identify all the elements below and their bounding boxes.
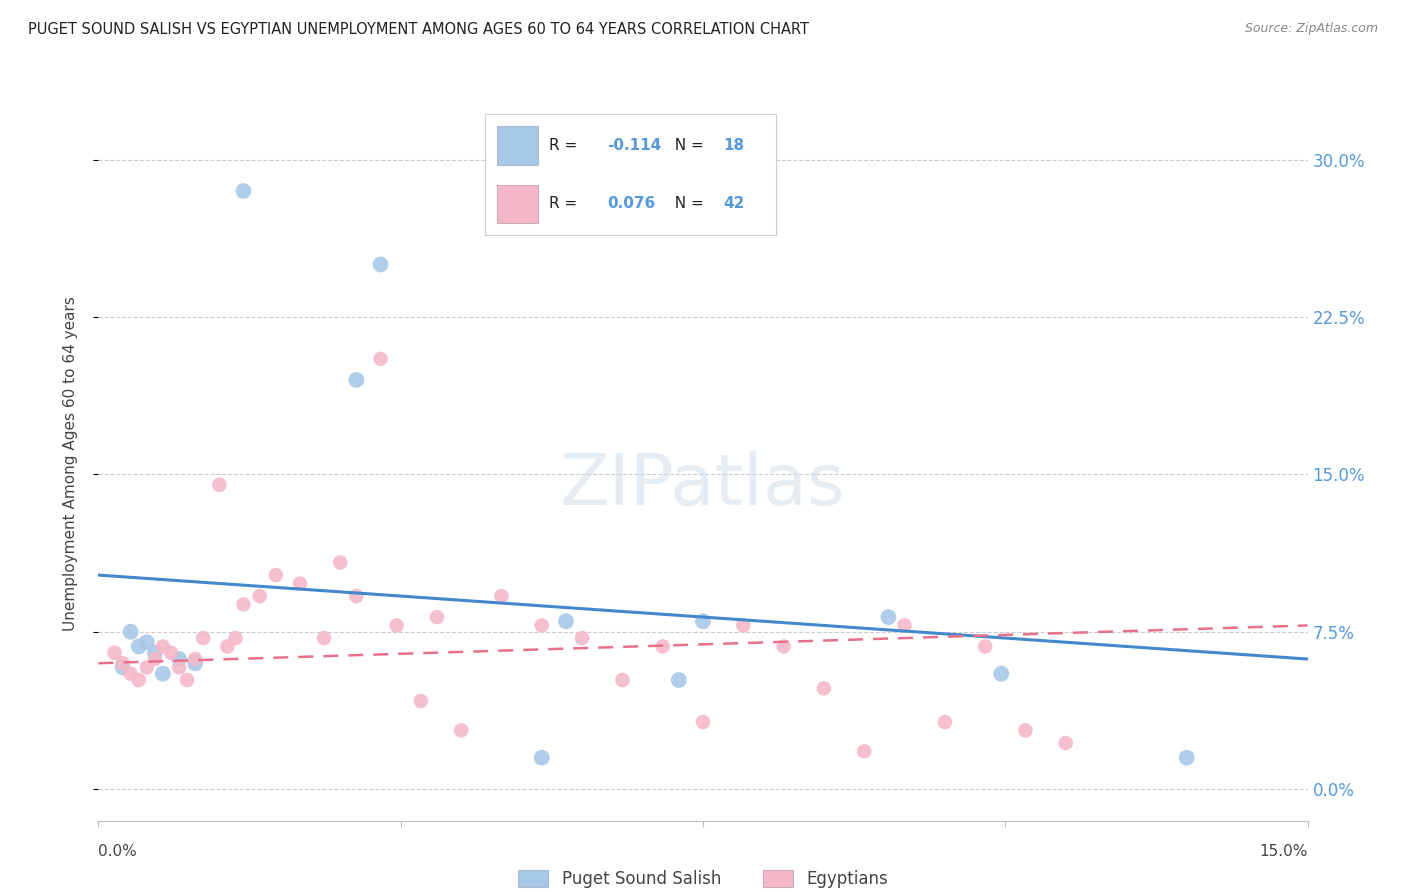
Point (450, 723, 472, 738)
Point (152, 666, 174, 681)
Point (612, 673, 634, 687)
Point (128, 640, 150, 654)
Text: 15.0%: 15.0% (1260, 845, 1308, 859)
Point (176, 673, 198, 687)
Point (370, 351, 392, 366)
Point (491, 589, 513, 603)
Point (184, 657, 207, 671)
Point (103, 646, 125, 660)
Point (128, 673, 150, 687)
Point (152, 640, 174, 654)
Point (167, 652, 190, 666)
Point (264, 568, 287, 582)
Point (249, 589, 271, 603)
Point (813, 681, 835, 696)
Point (426, 610, 449, 624)
Point (877, 610, 900, 624)
Point (571, 631, 593, 645)
Text: PUGET SOUND SALISH VS EGYPTIAN UNEMPLOYMENT AMONG AGES 60 TO 64 YEARS CORRELATIO: PUGET SOUND SALISH VS EGYPTIAN UNEMPLOYM… (28, 22, 808, 37)
Legend: Puget Sound Salish, Egyptians: Puget Sound Salish, Egyptians (512, 863, 894, 892)
Point (288, 576, 311, 591)
Point (208, 478, 231, 492)
Point (651, 640, 673, 654)
Point (555, 614, 578, 628)
Point (193, 631, 215, 645)
Point (385, 618, 408, 632)
Point (853, 744, 876, 758)
Point (224, 631, 246, 645)
Point (344, 589, 367, 603)
Text: Source: ZipAtlas.com: Source: ZipAtlas.com (1244, 22, 1378, 36)
Point (974, 640, 997, 654)
Point (893, 618, 915, 632)
Point (1054, 736, 1077, 750)
Point (167, 660, 190, 674)
Point (692, 614, 714, 628)
Point (120, 624, 142, 639)
Point (370, 257, 392, 271)
Point (135, 635, 157, 649)
Point (143, 652, 166, 666)
Point (990, 666, 1012, 681)
Point (934, 714, 956, 729)
Point (733, 618, 755, 632)
Point (120, 666, 142, 681)
Y-axis label: Unemployment Among Ages 60 to 64 years: Unemployment Among Ages 60 to 64 years (63, 296, 77, 632)
Point (160, 646, 183, 660)
Point (1175, 750, 1198, 764)
Text: 0.0%: 0.0% (98, 845, 138, 859)
Point (111, 660, 134, 674)
Point (232, 184, 254, 198)
Point (143, 646, 166, 660)
Point (135, 660, 157, 674)
Point (530, 618, 553, 632)
Point (530, 750, 553, 764)
Point (1014, 723, 1036, 738)
Point (111, 657, 134, 671)
Point (232, 598, 254, 612)
Point (184, 652, 207, 666)
Point (217, 640, 239, 654)
Point (344, 373, 367, 387)
Point (668, 673, 690, 687)
Point (329, 556, 352, 570)
Point (409, 694, 432, 708)
Point (314, 631, 336, 645)
Point (692, 714, 714, 729)
Point (772, 640, 794, 654)
Text: ZIPatlas: ZIPatlas (560, 450, 846, 520)
